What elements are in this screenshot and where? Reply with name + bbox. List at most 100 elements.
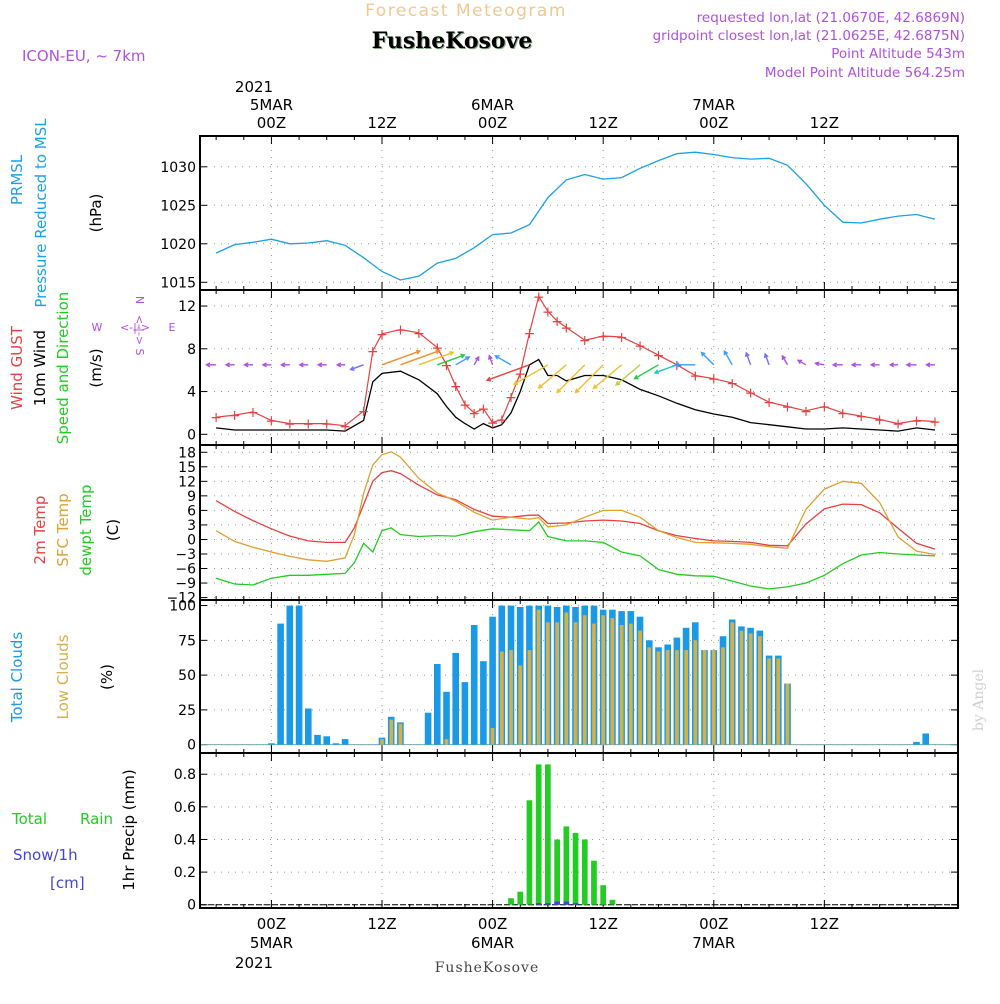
panel-pressure: 1015 1020 1025 1030 PRMSL Pressure Reduced to… [8, 118, 959, 308]
footer-location: FusheKosove [435, 960, 540, 976]
gust-marker: + [542, 304, 554, 320]
top-axis-hour-label: 00Z [257, 114, 286, 132]
wind-direction-arrow [455, 356, 470, 366]
low-cloud-bar [758, 636, 762, 745]
gust-marker: + [321, 417, 333, 433]
gust-marker: + [395, 323, 407, 339]
y-tick-label-precipitation: 0.8 [174, 767, 196, 783]
ylabel-pressure-msl: Pressure Reduced to MSL [32, 118, 50, 308]
y-tick-label-temperature: 0 [187, 532, 196, 548]
total-cloud-bar [332, 743, 340, 745]
total-cloud-bar [434, 664, 441, 745]
ylabel-1hr-precip: 1hr Precip (mm) [120, 769, 138, 890]
low-cloud-bar [389, 719, 394, 745]
total-cloud-bar [295, 605, 303, 745]
total-cloud-bar [922, 733, 929, 745]
wind-direction-arrowhead [224, 362, 231, 368]
ylabel-c: (C) [104, 519, 122, 541]
y-tick-label-temperature: 15 [178, 460, 196, 476]
total-cloud-bar [268, 743, 275, 745]
ylabel-low-clouds: Low Clouds [54, 634, 72, 719]
temp2m-line [215, 470, 936, 550]
low-cloud-bar [785, 683, 790, 745]
low-cloud-bar [536, 609, 541, 745]
bottom-axis-date-label: 7MAR [692, 934, 735, 952]
rain-bar [545, 764, 551, 905]
low-cloud-bar [527, 650, 532, 745]
low-cloud-bar [619, 625, 624, 745]
total-cloud-bar [913, 741, 920, 745]
wind-direction-arrow [556, 364, 586, 393]
y-tick-label-temperature: −9 [175, 576, 196, 592]
wind-direction-arrowhead [850, 362, 857, 368]
wind-direction-arrowhead [574, 388, 580, 394]
gust-marker: + [284, 417, 296, 433]
wind-direction-arrowhead [888, 362, 895, 368]
gust-marker: + [855, 409, 867, 425]
wind-direction-arrowhead [298, 362, 304, 368]
wind-direction-arrowhead [460, 353, 466, 359]
y-tick-label-temperature: 12 [178, 474, 196, 490]
snow-bar [554, 901, 560, 905]
pressure-line [215, 151, 936, 281]
low-cloud-bar [647, 647, 652, 745]
gust-marker: + [819, 400, 831, 416]
gust-marker: + [745, 386, 757, 402]
wind-direction-arrowhead [512, 380, 519, 386]
rain-bar [554, 839, 560, 905]
rain-bar [526, 800, 533, 905]
low-cloud-bar [546, 622, 550, 745]
gust-marker: + [689, 369, 701, 385]
wind-direction-arrow [473, 356, 480, 366]
gust-marker: + [339, 419, 351, 435]
total-cloud-bar [277, 623, 284, 745]
compass-n: N [133, 296, 146, 304]
wind-direction-arrowhead [435, 349, 441, 355]
ylabel-dewpt-temp: dewpt Temp [77, 484, 95, 575]
wind-direction-arrowhead [485, 376, 492, 382]
gust-marker: + [266, 413, 278, 429]
gust-marker: + [726, 376, 738, 392]
bottom-axis-hour-label: 12Z [589, 915, 618, 933]
wind-direction-arrowhead [633, 374, 639, 380]
ylabel-hpa: (hPa) [87, 194, 105, 233]
rain-bar [581, 839, 588, 905]
total-cloud-bar [323, 736, 330, 745]
gust-marker: + [505, 390, 517, 406]
ylabel-ms: (m/s) [87, 348, 105, 387]
snow-bar [572, 903, 579, 905]
y-tick-label-wind: 8 [187, 342, 196, 358]
top-axis-date-label: 6MAR [471, 96, 514, 114]
gust-marker: + [533, 289, 545, 305]
low-cloud-bar [592, 623, 596, 745]
wind-direction-arrow [418, 351, 454, 366]
gust-marker: + [376, 327, 388, 343]
low-cloud-bar [767, 658, 771, 745]
model-name: ICON-EU, ~ 7km [22, 47, 146, 65]
low-cloud-bar [684, 650, 688, 745]
wind-direction-arrowhead [474, 355, 480, 362]
wind-direction-arrowhead [674, 362, 680, 368]
gust-marker: + [210, 410, 222, 426]
y-tick-label-precipitation: 0.4 [174, 832, 196, 848]
low-cloud-bar [509, 650, 513, 745]
wind-direction-arrow [575, 364, 604, 393]
ylabel-speed-direction: Speed and Direction [54, 292, 72, 445]
gust-marker: + [441, 358, 453, 374]
y-tick-label-clouds: 0 [187, 738, 196, 754]
ylabel-10m-wind: 10m Wind [31, 330, 49, 406]
snow-bar [535, 903, 542, 905]
bottom-axis-date-label: 6MAR [471, 934, 514, 952]
low-cloud-bar [629, 623, 633, 745]
wind-direction-arrow [350, 364, 364, 371]
wind-direction-arrowhead [316, 362, 323, 368]
compass-w: W [92, 321, 103, 334]
credit-text: by Angel [971, 668, 987, 731]
total-cloud-bar [305, 708, 312, 745]
wind-direction-arrow [488, 355, 494, 366]
ylabel-percent: (%) [98, 664, 116, 690]
rain-bar [572, 832, 579, 905]
y-tick-label-pressure: 1015 [160, 275, 196, 291]
wind-direction-arrowhead [905, 362, 911, 368]
